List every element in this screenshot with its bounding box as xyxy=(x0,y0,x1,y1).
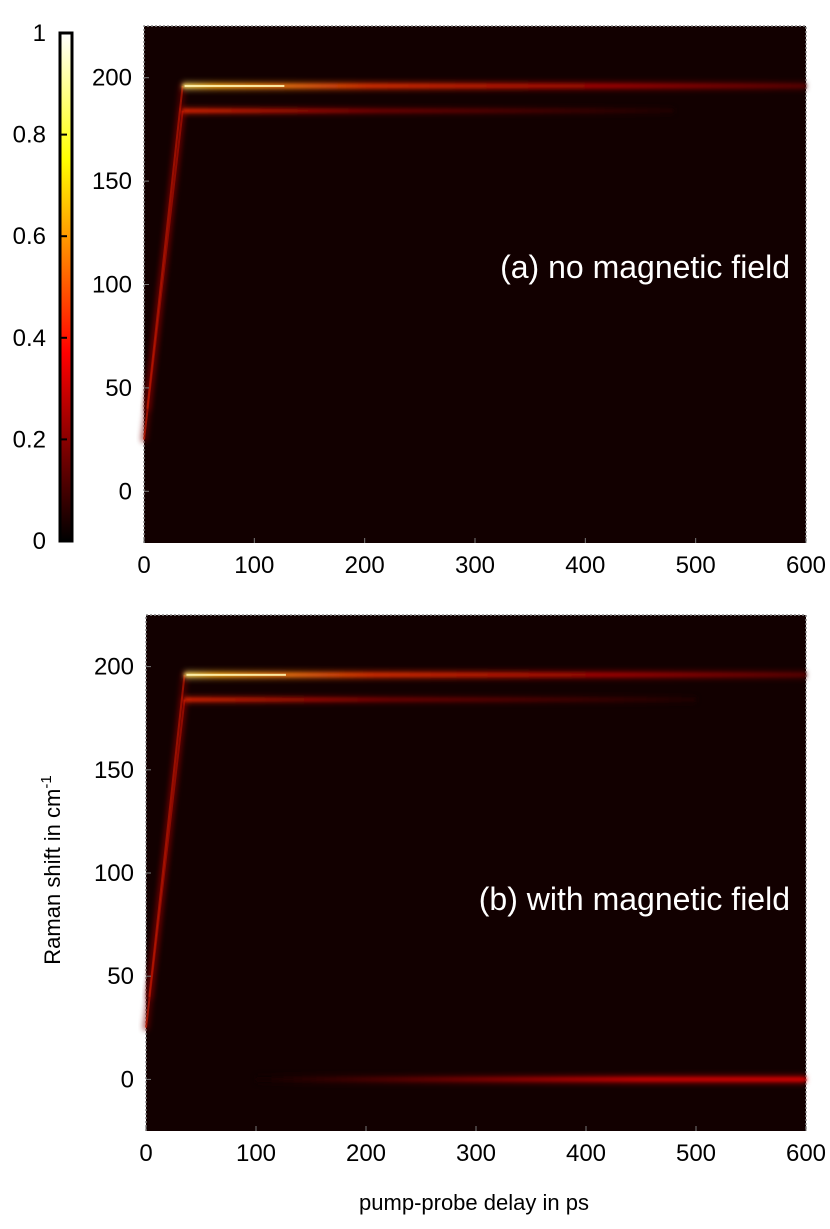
y-tick-label: 0 xyxy=(121,1066,134,1093)
spectral-line xyxy=(182,84,806,88)
x-tick-label: 0 xyxy=(139,1140,152,1167)
y-tick-label: 200 xyxy=(94,654,134,681)
y-tick-label: 150 xyxy=(92,168,132,195)
plot-frame xyxy=(143,25,807,543)
colorbar-ticks: 0 0.2 0.4 0.6 0.8 1 xyxy=(13,20,67,555)
spectral-line xyxy=(184,698,696,701)
colorbar-tick-label: 0.6 xyxy=(13,223,46,250)
x-tick-label: 600 xyxy=(786,552,826,579)
x-tick-label: 400 xyxy=(565,552,605,579)
y-tick-label: 200 xyxy=(92,65,132,92)
x-tick-label: 200 xyxy=(345,552,385,579)
colorbar-tick-label: 0.8 xyxy=(13,122,46,149)
colorbar-tick-label: 0 xyxy=(33,528,46,555)
y-axis-title: Raman shift in cm-1 xyxy=(38,775,65,964)
x-tick-label: 400 xyxy=(566,1140,606,1167)
y-tick-label: 0 xyxy=(119,478,132,505)
rise-band xyxy=(148,674,186,997)
x-tick-label: 600 xyxy=(786,1140,826,1167)
y-tick-label: 100 xyxy=(92,272,132,299)
y-tick-label: 50 xyxy=(105,375,132,402)
colorbar-gradient xyxy=(58,31,74,543)
y-tick-label: 150 xyxy=(94,757,134,784)
spectral-line-peak xyxy=(186,673,286,676)
x-tick-label: 500 xyxy=(676,552,716,579)
colorbar: 0 0.2 0.4 0.6 0.8 1 xyxy=(13,20,74,555)
panel-label: (a) no magnetic field xyxy=(500,249,790,285)
x-tick-label: 500 xyxy=(676,1140,716,1167)
rise-band xyxy=(146,85,184,409)
colorbar-tick-label: 1 xyxy=(33,20,46,47)
y-tick-label: 100 xyxy=(94,860,134,887)
x-axis-title: pump-probe delay in ps xyxy=(359,1190,589,1215)
x-tick-label: 300 xyxy=(455,552,495,579)
x-tick-label: 200 xyxy=(346,1140,386,1167)
colorbar-tick-label: 0.4 xyxy=(13,325,46,352)
y-tick-label: 50 xyxy=(107,963,134,990)
x-tick-label: 100 xyxy=(234,552,274,579)
heatmap-background xyxy=(146,615,806,1131)
spectral-line xyxy=(256,1077,806,1081)
x-tick-label: 0 xyxy=(137,552,150,579)
x-tick-label: 300 xyxy=(456,1140,496,1167)
spectral-line xyxy=(182,109,674,112)
panel-label: (b) with magnetic field xyxy=(479,881,790,917)
spectral-line xyxy=(184,673,806,677)
colorbar-tick-label: 0.2 xyxy=(13,426,46,453)
x-tick-label: 100 xyxy=(236,1140,276,1167)
spectral-line-peak xyxy=(184,84,285,87)
